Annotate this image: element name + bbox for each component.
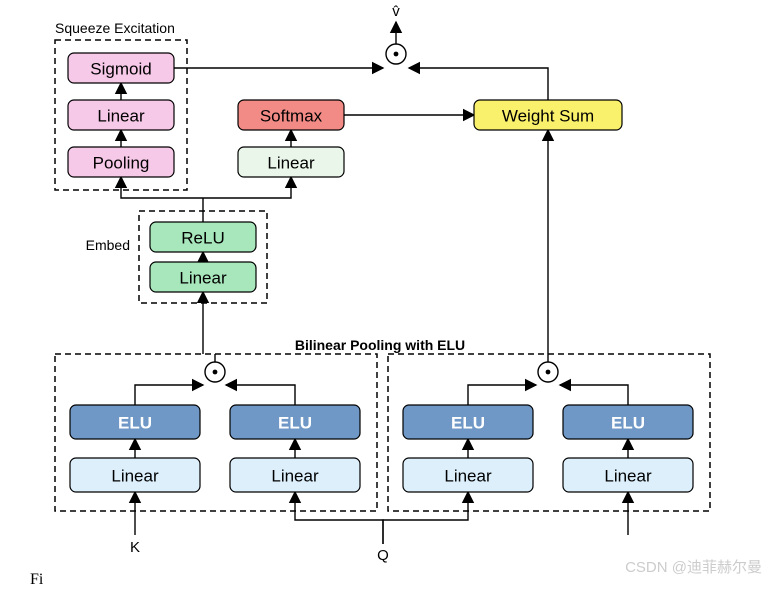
node-elu_Q2: ELU — [563, 405, 693, 439]
node-label-lin_K2: Linear — [271, 467, 319, 486]
node-label-sigmoid: Sigmoid — [90, 60, 151, 79]
odot-left — [205, 362, 225, 382]
node-label-elu_Q2: ELU — [611, 414, 645, 433]
group-label-embed: Embed — [86, 237, 130, 253]
node-label-elu_Q1: ELU — [451, 414, 485, 433]
edge-Q-to-linK2 — [295, 492, 383, 544]
node-label-em_linear: Linear — [179, 269, 227, 288]
node-label-elu_K1: ELU — [118, 414, 152, 433]
edge-eluK2-odotL — [226, 385, 295, 405]
node-label-lin_Q2: Linear — [604, 467, 652, 486]
odot-top — [386, 44, 406, 64]
node-label-pooling: Pooling — [93, 154, 150, 173]
edge-eluQ1-odotR — [468, 385, 536, 405]
node-label-softmax: Softmax — [260, 107, 323, 126]
node-em_linear: Linear — [150, 262, 256, 292]
node-relu: ReLU — [150, 222, 256, 252]
group-label-se: Squeeze Excitation — [55, 20, 175, 36]
node-elu_K1: ELU — [70, 405, 200, 439]
node-sigmoid: Sigmoid — [68, 53, 174, 83]
node-label-relu: ReLU — [181, 229, 224, 248]
node-se_linear: Linear — [68, 100, 174, 130]
node-elu_Q1: ELU — [403, 405, 533, 439]
output-symbol: v̂ — [392, 3, 400, 20]
node-elu_K2: ELU — [230, 405, 360, 439]
odot-right — [538, 362, 558, 382]
node-lin_Q1: Linear — [403, 458, 533, 492]
group-label-bilinear: Bilinear Pooling with ELU — [295, 337, 465, 353]
node-label-se_linear: Linear — [97, 107, 145, 126]
node-label-weightsum: Weight Sum — [502, 107, 594, 126]
edge-eluQ2-odotR — [560, 385, 628, 405]
node-pooling: Pooling — [68, 147, 174, 177]
node-weightsum: Weight Sum — [474, 100, 622, 130]
edge-weightsum-to-odot — [409, 68, 548, 100]
input-Q-label: Q — [377, 547, 389, 564]
node-label-elu_K2: ELU — [278, 414, 312, 433]
input-K-label: K — [130, 539, 140, 556]
edge-relu-to-pooling — [121, 177, 203, 198]
caption-left-frag: Fi — [30, 571, 44, 588]
node-label-lin_K1: Linear — [111, 467, 159, 486]
node-lin_K2: Linear — [230, 458, 360, 492]
watermark: CSDN @迪菲赫尔曼 — [625, 559, 762, 576]
edge-eluK1-odotL — [135, 385, 203, 405]
node-top_linear: Linear — [238, 147, 344, 177]
node-lin_Q2: Linear — [563, 458, 693, 492]
node-softmax: Softmax — [238, 100, 344, 130]
node-label-top_linear: Linear — [267, 154, 315, 173]
edge-Q-to-linQ1 — [383, 492, 468, 544]
edge-relu-to-toplinear — [203, 177, 291, 198]
node-label-lin_Q1: Linear — [444, 467, 492, 486]
node-lin_K1: Linear — [70, 458, 200, 492]
